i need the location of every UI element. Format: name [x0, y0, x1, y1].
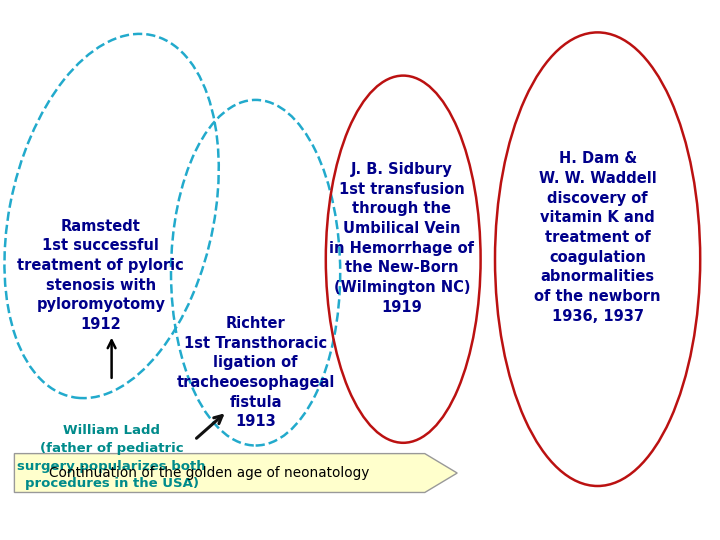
- Text: H. Dam &: H. Dam &: [559, 151, 636, 166]
- Text: fistula: fistula: [230, 395, 282, 410]
- Text: Richter: Richter: [226, 316, 285, 331]
- Text: J. B. Sidbury: J. B. Sidbury: [351, 162, 453, 177]
- Text: discovery of: discovery of: [547, 191, 648, 206]
- Text: ligation of: ligation of: [213, 355, 298, 370]
- Text: Continuation of the golden age of neonatology: Continuation of the golden age of neonat…: [49, 466, 369, 480]
- Text: (father of pediatric: (father of pediatric: [40, 442, 184, 455]
- Text: pyloromyotomy: pyloromyotomy: [37, 298, 165, 313]
- Text: 1912: 1912: [81, 317, 121, 332]
- Text: William Ladd: William Ladd: [63, 424, 160, 437]
- Text: 1913: 1913: [235, 414, 276, 429]
- Polygon shape: [14, 454, 457, 492]
- Text: through the: through the: [352, 201, 451, 217]
- Text: 1st Transthoracic: 1st Transthoracic: [184, 335, 327, 350]
- Text: W. W. Waddell: W. W. Waddell: [539, 171, 657, 186]
- Text: Umbilical Vein: Umbilical Vein: [343, 221, 461, 236]
- Text: 1st transfusion: 1st transfusion: [339, 181, 464, 197]
- Text: coagulation: coagulation: [549, 249, 646, 265]
- Text: procedures in the USA): procedures in the USA): [24, 477, 199, 490]
- Text: tracheoesophageal: tracheoesophageal: [176, 375, 335, 390]
- Text: treatment of pyloric: treatment of pyloric: [17, 258, 184, 273]
- Text: of the newborn: of the newborn: [534, 289, 661, 304]
- Text: 1919: 1919: [382, 300, 422, 315]
- Text: surgery popularizes both: surgery popularizes both: [17, 460, 206, 472]
- Text: 1936, 1937: 1936, 1937: [552, 309, 644, 323]
- Text: treatment of: treatment of: [545, 230, 650, 245]
- Text: Ramstedt: Ramstedt: [61, 219, 140, 234]
- Text: (Wilmington NC): (Wilmington NC): [333, 280, 470, 295]
- Text: vitamin K and: vitamin K and: [540, 210, 655, 225]
- Text: in Hemorrhage of: in Hemorrhage of: [329, 241, 474, 256]
- Text: the New-Born: the New-Born: [345, 260, 459, 275]
- Text: 1st successful: 1st successful: [42, 238, 159, 253]
- Text: stenosis with: stenosis with: [46, 278, 156, 293]
- Text: abnormalities: abnormalities: [541, 269, 654, 285]
